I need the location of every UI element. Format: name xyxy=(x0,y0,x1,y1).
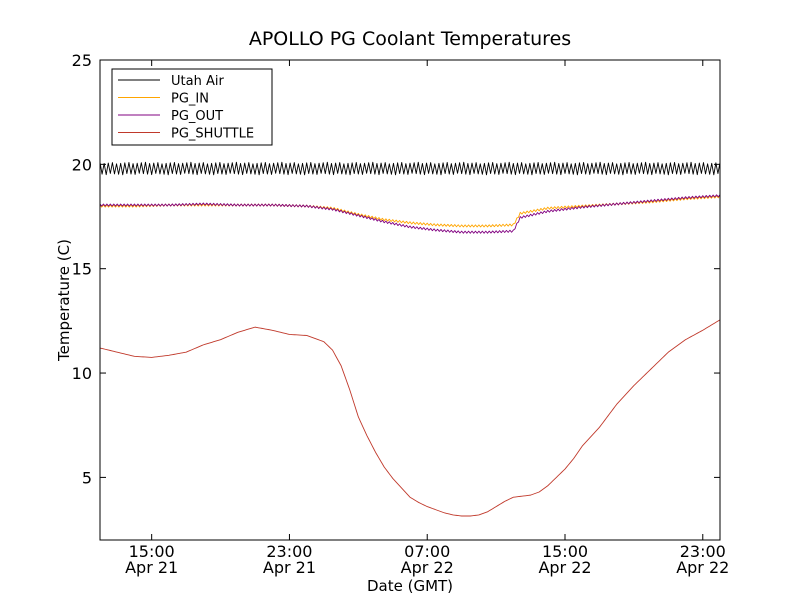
x-tick-label-date: Apr 21 xyxy=(263,558,316,577)
x-tick-label-date: Apr 21 xyxy=(125,558,178,577)
series-layer xyxy=(100,161,720,517)
legend-label: Utah Air xyxy=(171,74,224,89)
y-tick-label: 20 xyxy=(72,155,92,174)
x-tick-label-date: Apr 22 xyxy=(401,558,454,577)
x-tick-label-time: 15:00 xyxy=(542,542,588,561)
x-tick-label-time: 23:00 xyxy=(680,542,726,561)
utah-air-series-line xyxy=(100,161,720,176)
chart-title: APOLLO PG Coolant Temperatures xyxy=(249,28,571,50)
pg-out-series-line xyxy=(100,194,720,234)
legend-label: PG_OUT xyxy=(171,109,223,124)
y-axis-label: Temperature (C) xyxy=(55,239,73,362)
x-tick-label-time: 15:00 xyxy=(129,542,175,561)
x-tick-label-time: 07:00 xyxy=(404,542,450,561)
pg-shuttle-series-line xyxy=(100,319,720,517)
y-tick-label: 5 xyxy=(82,468,92,487)
y-tick-label: 10 xyxy=(72,364,92,383)
legend-label: PG_IN xyxy=(171,92,209,107)
y-tick-label: 25 xyxy=(72,51,92,70)
plot-frame xyxy=(99,59,721,541)
legend-label: PG_SHUTTLE xyxy=(171,127,254,142)
x-tick-label-date: Apr 22 xyxy=(538,558,591,577)
legend-entries: Utah Air PG_IN PG_OUT PG_SHUTTLE xyxy=(118,74,254,142)
x-axis-label: Date (GMT) xyxy=(367,577,453,595)
x-tick-label-date: Apr 22 xyxy=(676,558,729,577)
y-tick-label: 15 xyxy=(72,260,92,279)
legend: Utah Air PG_IN PG_OUT PG_SHUTTLE xyxy=(111,68,273,146)
x-tick-label-time: 23:00 xyxy=(266,542,312,561)
